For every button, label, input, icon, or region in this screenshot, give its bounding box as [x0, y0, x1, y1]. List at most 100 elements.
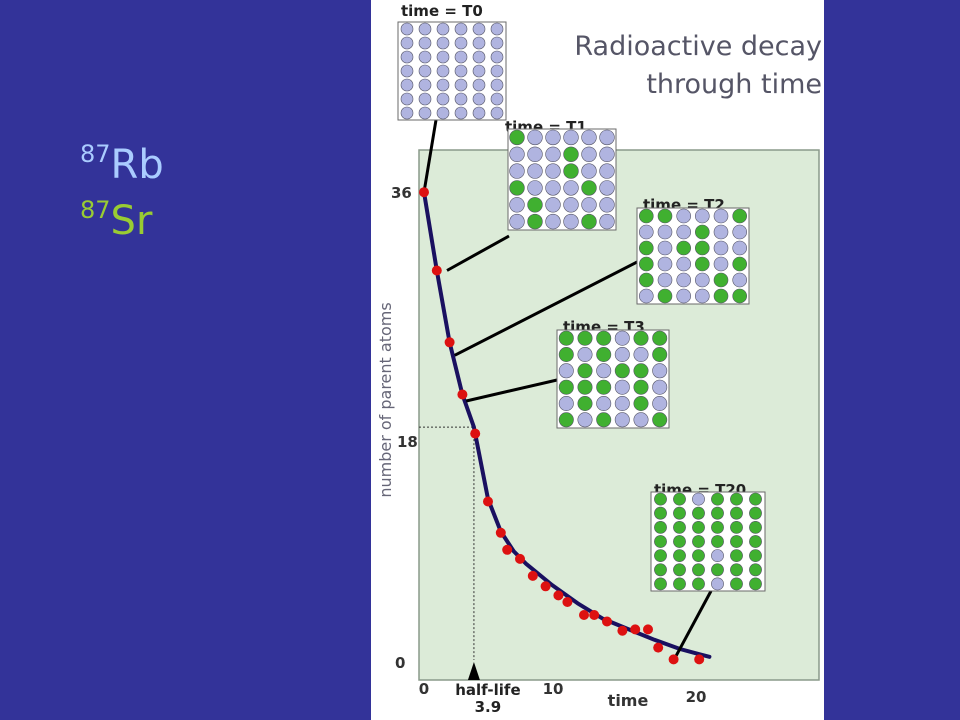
- data-point-14: [589, 610, 600, 620]
- daughter-atom: [749, 535, 762, 548]
- daughter-atom: [558, 379, 574, 395]
- parent-atom: [633, 412, 649, 428]
- parent-atom: [599, 163, 615, 179]
- parent-atom: [400, 78, 414, 92]
- parent-atom: [509, 197, 525, 213]
- daughter-atom: [730, 577, 743, 591]
- daughter-atom: [711, 521, 724, 534]
- parent-atom: [676, 208, 692, 224]
- data-point-8: [515, 553, 525, 564]
- data-point-18: [643, 624, 653, 635]
- data-point-17: [630, 624, 641, 635]
- daughter-atom: [711, 535, 724, 548]
- parent-atom: [418, 36, 432, 50]
- parent-atom: [657, 224, 673, 240]
- parent-atom: [509, 146, 525, 163]
- parent-atom: [599, 129, 615, 146]
- daughter-atom: [711, 563, 724, 577]
- data-point-16: [617, 625, 628, 636]
- parent-atom: [599, 197, 615, 213]
- daughter-atom: [692, 549, 705, 562]
- daughter-atom: [692, 577, 705, 591]
- parent-atom: [436, 106, 450, 120]
- daughter-atom: [596, 412, 612, 428]
- daughter-atom: [652, 346, 668, 362]
- daughter-atom: [654, 563, 667, 577]
- parent-atom: [418, 92, 432, 106]
- daughter-atom: [692, 521, 705, 534]
- data-point-12: [562, 597, 573, 607]
- snapshot-frame-0: [397, 21, 507, 121]
- parent-atom: [676, 224, 692, 240]
- daughter-atom: [558, 346, 574, 362]
- parent-atom: [418, 106, 432, 120]
- parent-atom: [711, 549, 724, 562]
- daughter-atom: [711, 506, 724, 520]
- half-life-value: 3.9: [475, 698, 502, 716]
- parent-atom: [711, 577, 724, 591]
- parent-atom: [490, 92, 504, 106]
- parent-atom: [563, 213, 579, 230]
- data-point-0: [419, 187, 429, 198]
- parent-atom: [545, 180, 561, 196]
- daughter-atom: [692, 535, 705, 548]
- parent-atom: [527, 180, 543, 196]
- daughter-atom: [558, 412, 574, 428]
- parent-atom: [692, 492, 705, 506]
- parent-atom: [676, 288, 692, 304]
- daughter-atom: [711, 492, 724, 506]
- daughter-atom: [527, 213, 543, 230]
- daughter-atom: [673, 549, 686, 562]
- daughter-atom: [638, 256, 654, 272]
- parent-atom: [596, 395, 612, 411]
- snapshot-frame-4: [650, 491, 766, 592]
- daughter-atom: [673, 521, 686, 534]
- data-point-7: [502, 544, 513, 555]
- snapshot-leader-4: [673, 590, 713, 659]
- parent-atom: [599, 180, 615, 196]
- daughter-atom: [558, 330, 574, 346]
- data-point-5: [483, 496, 493, 507]
- parent-atom: [436, 64, 450, 78]
- daughter-atom: [657, 208, 673, 224]
- daughter-atom: [749, 577, 762, 591]
- parent-atom: [713, 256, 729, 272]
- x-tick-10: 10: [543, 680, 564, 698]
- parent-atom: [581, 163, 597, 179]
- daughter-atom: [673, 563, 686, 577]
- parent-atom: [400, 22, 414, 36]
- parent-atom: [472, 92, 486, 106]
- parent-atom: [436, 92, 450, 106]
- isotope-sr-symbol: Sr: [110, 198, 153, 244]
- data-point-10: [540, 581, 551, 592]
- x-tick-20: 20: [686, 688, 707, 706]
- parent-atom: [614, 330, 630, 346]
- parent-atom: [558, 363, 574, 379]
- snapshot-leader-2: [454, 260, 638, 357]
- daughter-atom: [581, 180, 597, 196]
- decay-curve: [422, 190, 712, 659]
- parent-atom: [581, 129, 597, 146]
- parent-atom: [400, 36, 414, 50]
- daughter-atom: [614, 363, 630, 379]
- parent-atom: [418, 64, 432, 78]
- y-tick-18: 18: [397, 433, 418, 451]
- data-point-15: [602, 616, 612, 627]
- parent-atom: [418, 22, 432, 36]
- daughter-atom: [694, 256, 710, 272]
- daughter-atom: [633, 330, 649, 346]
- parent-atom: [472, 78, 486, 92]
- data-point-1: [431, 265, 442, 276]
- y-axis-label: number of parent atoms: [376, 302, 395, 497]
- parent-atom: [732, 224, 748, 240]
- parent-atom: [527, 129, 543, 146]
- snapshot-0: time = T0: [397, 2, 507, 121]
- snapshot-1: time = T1: [505, 118, 617, 231]
- half-life-label: half-life: [455, 681, 520, 699]
- decay-chart: Radioactive decay through time number of…: [376, 2, 822, 716]
- parent-atom: [490, 64, 504, 78]
- daughter-atom: [657, 288, 673, 304]
- chart-title-line-1: Radioactive decay: [574, 31, 822, 62]
- parent-atom: [472, 64, 486, 78]
- parent-atom: [454, 50, 468, 64]
